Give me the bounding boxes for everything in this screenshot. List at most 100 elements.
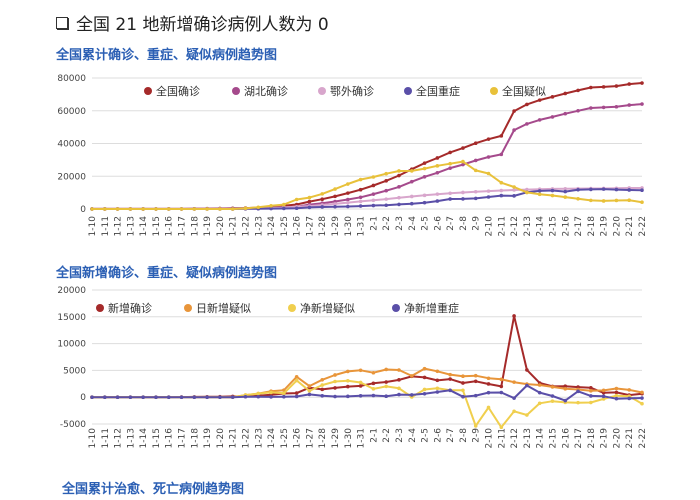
- data-point: [320, 393, 325, 398]
- data-point: [486, 171, 491, 176]
- data-point: [640, 396, 644, 400]
- series-line-1: [92, 367, 643, 399]
- data-point: [397, 195, 401, 200]
- x-tick-label: 1-25: [280, 216, 290, 236]
- legend-label: 全国重症: [416, 84, 460, 98]
- data-point: [486, 189, 491, 193]
- x-tick-label: 2-11: [497, 428, 507, 448]
- data-point: [397, 185, 401, 189]
- data-point: [282, 391, 286, 396]
- data-point: [294, 197, 299, 202]
- x-tick-label: 2-20: [612, 216, 622, 237]
- series-line-1: [92, 103, 643, 210]
- x-tick-label: 2-15: [548, 428, 558, 448]
- legend-label: 全国疑似: [502, 84, 546, 98]
- data-point: [320, 377, 325, 382]
- data-point: [422, 375, 427, 380]
- data-point: [320, 192, 325, 196]
- data-point: [576, 389, 580, 394]
- data-point: [601, 199, 606, 203]
- data-point: [102, 395, 107, 399]
- x-tick-label: 1-31: [357, 428, 367, 448]
- data-point: [589, 106, 593, 110]
- data-point: [435, 156, 440, 160]
- data-point: [499, 390, 504, 395]
- y-tick-label: 20000: [57, 286, 86, 296]
- data-point: [307, 392, 312, 397]
- data-point: [627, 388, 632, 392]
- data-point: [307, 205, 312, 210]
- data-point: [346, 197, 350, 202]
- x-tick-label: 1-13: [126, 216, 136, 236]
- data-point: [473, 379, 478, 384]
- data-point: [499, 377, 504, 382]
- data-point: [320, 205, 325, 209]
- data-point: [512, 128, 516, 132]
- y-tick-label: -5000: [60, 420, 86, 430]
- data-point: [358, 187, 363, 192]
- data-point: [422, 200, 427, 205]
- legend-label: 新增确诊: [108, 301, 152, 315]
- x-tick-label: 1-21: [229, 216, 239, 236]
- data-point: [525, 187, 529, 192]
- x-tick-label: 1-19: [203, 428, 213, 449]
- data-point: [358, 384, 363, 388]
- data-point: [346, 191, 350, 195]
- data-point: [115, 207, 120, 211]
- data-point: [601, 397, 606, 401]
- data-point: [384, 171, 388, 176]
- x-tick-label: 1-28: [318, 428, 328, 449]
- data-point: [409, 201, 414, 206]
- data-point: [358, 393, 363, 398]
- data-point: [358, 177, 363, 182]
- legend-marker: [184, 304, 192, 312]
- x-tick-label: 1-27: [305, 216, 315, 236]
- data-point: [90, 207, 94, 211]
- data-point: [397, 386, 401, 391]
- data-point: [563, 195, 568, 199]
- data-point: [550, 95, 555, 99]
- data-point: [358, 380, 363, 385]
- data-point: [486, 382, 491, 386]
- legend-marker: [288, 304, 296, 312]
- data-point: [154, 395, 158, 399]
- data-point: [563, 384, 568, 389]
- data-point: [409, 393, 414, 397]
- data-point: [640, 401, 644, 406]
- data-point: [537, 390, 542, 395]
- data-point: [397, 202, 401, 207]
- data-point: [371, 393, 376, 398]
- chart-title-new: 全国新增确诊、重症、疑似病例趋势图: [56, 266, 278, 281]
- data-point: [448, 191, 452, 196]
- data-point: [384, 384, 388, 389]
- x-tick-label: 1-27: [305, 428, 315, 448]
- data-point: [601, 85, 606, 89]
- data-point: [537, 118, 542, 122]
- data-point: [294, 374, 299, 379]
- x-tick-label: 2-22: [638, 216, 648, 236]
- data-point: [576, 108, 580, 113]
- data-point: [192, 395, 197, 399]
- data-point: [627, 82, 632, 86]
- data-point: [499, 425, 504, 430]
- data-point: [563, 398, 568, 403]
- y-tick-label: 5000: [63, 366, 86, 376]
- data-point: [256, 205, 261, 210]
- legend-label: 日新增疑似: [196, 301, 251, 315]
- x-tick-label: 2-17: [574, 216, 584, 236]
- legend-marker: [232, 87, 240, 95]
- x-tick-label: 1-30: [344, 216, 354, 237]
- data-point: [614, 84, 619, 88]
- chart-new-trend: 全国新增确诊、重症、疑似病例趋势图 -5000 0 5000 10000 15000 20…: [0, 262, 700, 462]
- x-tick-label: 1-21: [229, 428, 239, 448]
- data-point: [461, 388, 465, 393]
- data-point: [179, 207, 184, 211]
- data-point: [141, 395, 145, 399]
- data-point: [333, 204, 337, 209]
- x-tick-label: 1-14: [139, 216, 149, 237]
- data-point: [563, 387, 568, 391]
- data-point: [601, 187, 606, 191]
- data-point: [243, 394, 248, 399]
- data-point: [371, 183, 376, 188]
